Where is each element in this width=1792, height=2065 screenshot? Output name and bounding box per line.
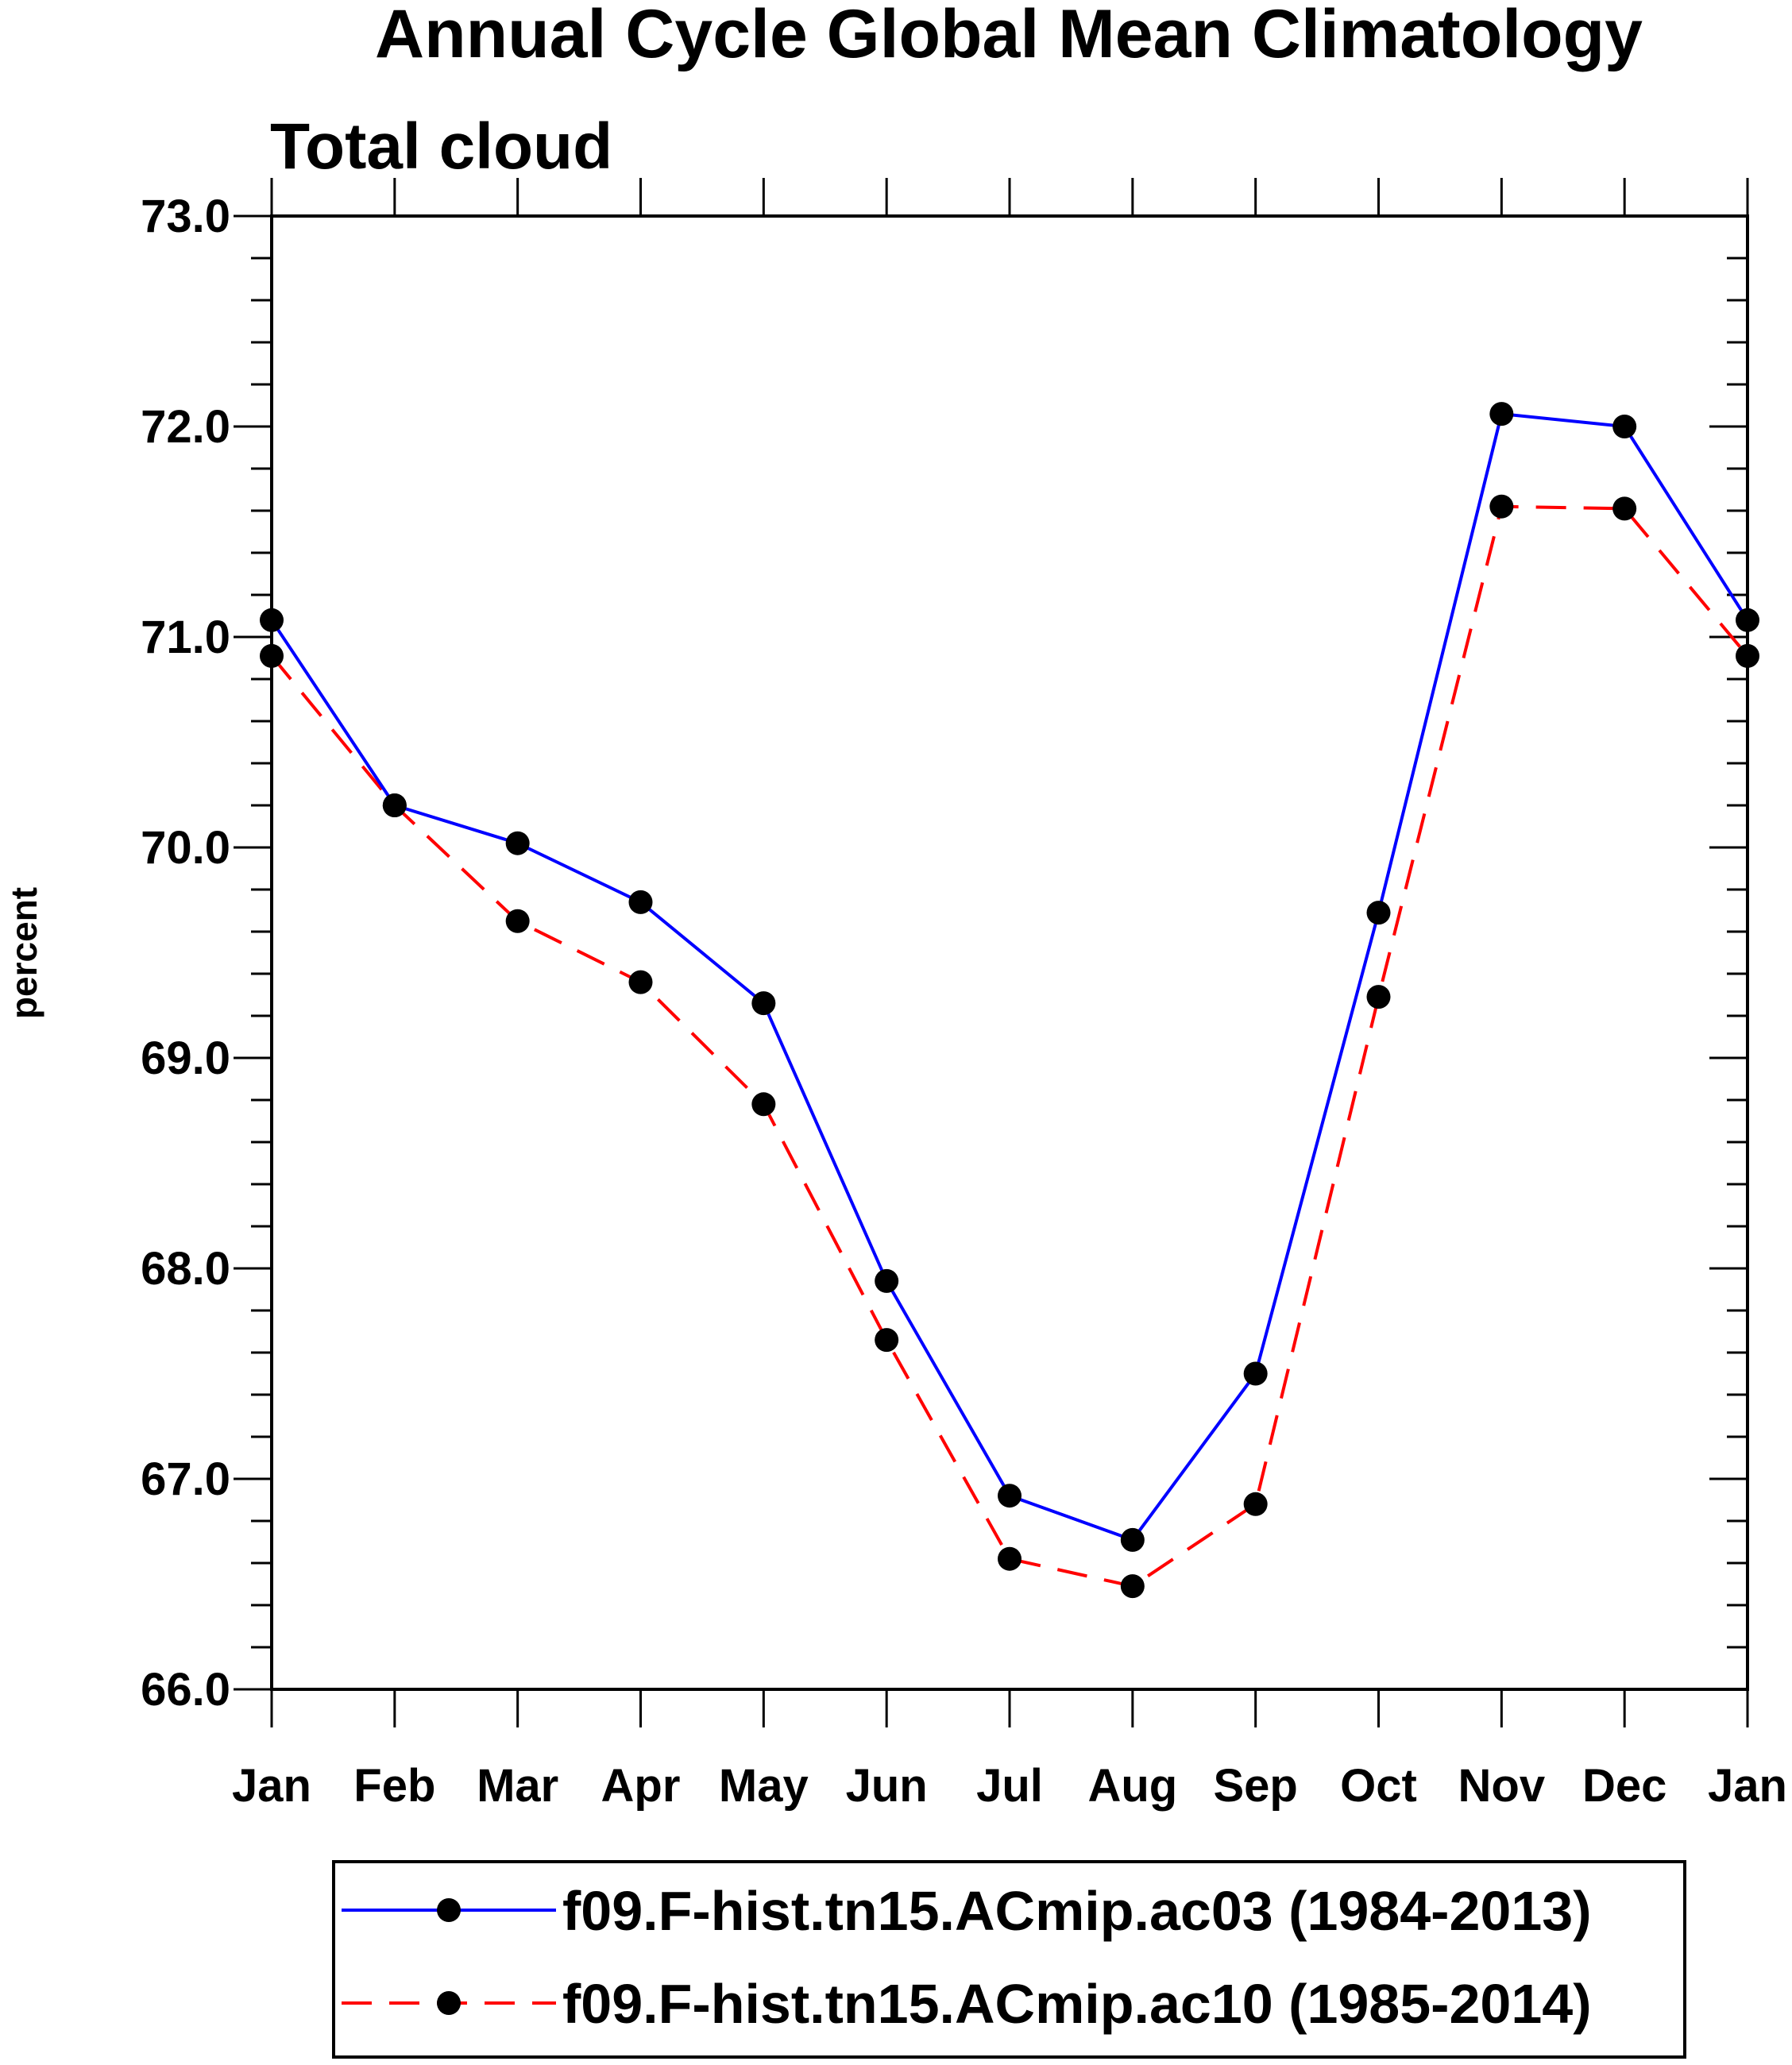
y-tick-label: 68.0 bbox=[141, 1243, 230, 1295]
y-tick-label: 72.0 bbox=[141, 401, 230, 453]
series-1-point bbox=[1612, 415, 1637, 438]
x-tick-label: Jan bbox=[232, 1760, 311, 1812]
series-2-point bbox=[1366, 985, 1391, 1009]
series-1-point bbox=[1489, 402, 1514, 427]
series-1-point bbox=[875, 1268, 899, 1293]
axis-ticks bbox=[234, 178, 1749, 1727]
series-2-point bbox=[1120, 1574, 1145, 1599]
y-tick-label: 71.0 bbox=[141, 612, 230, 663]
series-1-point bbox=[998, 1484, 1022, 1508]
series-1-point bbox=[751, 991, 776, 1016]
series-2-point bbox=[260, 643, 284, 668]
series-1-point bbox=[1366, 901, 1391, 925]
series-2-point bbox=[998, 1546, 1022, 1571]
x-tick-label: Mar bbox=[477, 1760, 558, 1812]
plot-frame bbox=[270, 214, 1749, 1691]
series-1-point bbox=[260, 608, 284, 632]
x-tick-label: Jul bbox=[976, 1760, 1043, 1812]
y-tick-label: 69.0 bbox=[141, 1032, 230, 1084]
x-tick-label: Apr bbox=[601, 1760, 681, 1812]
series-1-point bbox=[1736, 608, 1759, 632]
y-tick-label: 66.0 bbox=[141, 1664, 230, 1716]
x-tick-label: May bbox=[719, 1760, 809, 1812]
series-1-point bbox=[628, 890, 653, 914]
legend-label-1: f09.F-hist.tn15.ACmip.ac03 (1984-2013) bbox=[562, 1880, 1592, 1942]
series-1-point bbox=[1243, 1361, 1268, 1386]
series-layer bbox=[260, 402, 1759, 1599]
series-2-point bbox=[875, 1328, 899, 1353]
legend-box bbox=[332, 1860, 1686, 2059]
x-tick-label: Dec bbox=[1582, 1760, 1666, 1812]
x-tick-label: Jan bbox=[1708, 1760, 1787, 1812]
x-tick-label: Jun bbox=[846, 1760, 928, 1812]
series-2-point bbox=[1736, 643, 1759, 668]
y-axis-label: percent bbox=[3, 887, 44, 1019]
chart-subtitle: Total cloud bbox=[270, 110, 612, 183]
legend-marker-1 bbox=[437, 1898, 461, 1922]
legend-marker-2 bbox=[437, 1991, 461, 2015]
series-line-1 bbox=[270, 411, 1749, 1542]
x-tick-labels: Jan Feb Mar Apr May Jun Jul Aug Sep Oct Nov Dec Jan bbox=[232, 1760, 1787, 1812]
series-2-point bbox=[1243, 1492, 1268, 1516]
series-2-point bbox=[751, 1092, 776, 1117]
x-tick-label: Feb bbox=[353, 1760, 435, 1812]
x-tick-label: Sep bbox=[1213, 1760, 1297, 1812]
series-2-point bbox=[505, 909, 530, 933]
series-1-point bbox=[1120, 1527, 1145, 1552]
series-line-2 bbox=[270, 504, 1749, 1588]
series-2-point bbox=[382, 793, 407, 817]
legend-label-2: f09.F-hist.tn15.ACmip.ac10 (1985-2014) bbox=[562, 1973, 1592, 2035]
series-1-point bbox=[505, 831, 530, 855]
y-tick-label: 70.0 bbox=[141, 822, 230, 874]
legend: f09.F-hist.tn15.ACmip.ac03 (1984-2013) f0… bbox=[342, 1880, 1592, 2035]
y-tick-label: 67.0 bbox=[141, 1453, 230, 1505]
x-tick-label: Nov bbox=[1458, 1760, 1546, 1812]
y-tick-labels: 66.0 67.0 68.0 69.0 70.0 71.0 72.0 73.0 bbox=[141, 191, 230, 1716]
x-tick-label: Aug bbox=[1087, 1760, 1177, 1812]
y-tick-label: 73.0 bbox=[141, 191, 230, 242]
series-2-point bbox=[1612, 496, 1637, 521]
x-tick-label: Oct bbox=[1340, 1760, 1417, 1812]
series-2-point bbox=[628, 970, 653, 994]
series-2-point bbox=[1489, 494, 1514, 519]
chart-title: Annual Cycle Global Mean Climatology bbox=[375, 0, 1643, 72]
